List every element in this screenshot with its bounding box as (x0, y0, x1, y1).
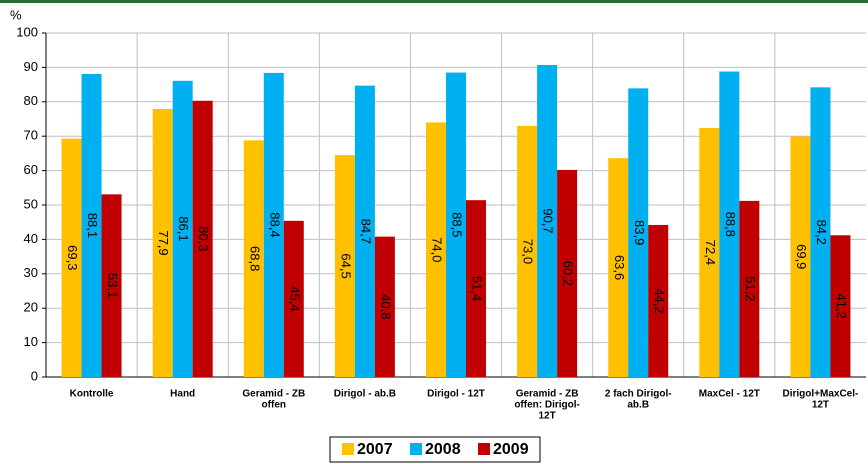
bar (810, 87, 831, 378)
y-tick-label: 70 (24, 128, 38, 143)
x-tick-label: Kontrolle (70, 389, 114, 400)
bar (283, 220, 304, 377)
legend (329, 436, 541, 463)
value-label: 44,2 (652, 288, 667, 313)
legend-swatch (342, 443, 354, 455)
bar (790, 136, 811, 377)
y-tick-label: 10 (24, 334, 38, 349)
x-tick-label: MaxCel - 12T (699, 389, 760, 400)
bar (628, 88, 649, 377)
value-label: 64,5 (338, 253, 353, 278)
top-border (0, 0, 868, 3)
y-tick-label: 60 (24, 162, 38, 177)
value-label: 63,6 (612, 255, 627, 280)
value-label: 84,7 (358, 219, 373, 244)
value-label: 88,5 (450, 212, 465, 237)
bar (101, 194, 122, 377)
value-label: 77,9 (156, 230, 171, 255)
value-label: 80,3 (196, 226, 211, 251)
value-label: 68,8 (247, 246, 262, 271)
legend-label: 2009 (493, 441, 529, 458)
bar (466, 200, 486, 377)
x-tick-label: 12T (812, 400, 829, 411)
y-tick-label: 0 (31, 368, 38, 383)
value-label: 74,0 (430, 237, 445, 262)
value-label: 88,1 (85, 213, 100, 238)
value-label: 83,9 (632, 220, 647, 245)
value-label: 86,1 (176, 216, 191, 241)
bar (426, 122, 446, 377)
bar (61, 138, 82, 377)
value-label: 51,2 (743, 276, 758, 301)
bar (537, 64, 558, 377)
x-tick-label: offen: Dirigol- (514, 400, 580, 411)
bar (719, 71, 740, 377)
value-label: 69,9 (794, 244, 809, 269)
value-label: 84,2 (814, 220, 829, 245)
x-tick-label: Geramid - ZB (242, 389, 305, 400)
bar (354, 85, 375, 377)
value-label: 69,3 (65, 245, 80, 270)
bar (243, 140, 264, 377)
x-tick-label: 2 fach Dirigol- (605, 389, 672, 400)
bar (830, 235, 851, 377)
y-tick-label: 50 (24, 196, 38, 211)
y-tick-label: 30 (24, 265, 38, 280)
x-tick-label: Dirigol+MaxCel- (783, 389, 859, 400)
bar (699, 127, 720, 377)
value-label: 51,4 (470, 276, 485, 301)
legend-label: 2008 (425, 441, 461, 458)
y-tick-label: 100 (16, 24, 38, 39)
x-tick-label: Hand (170, 389, 195, 400)
x-tick-label: ab.B (627, 400, 649, 411)
value-label: 53,1 (105, 273, 120, 298)
value-label: 40,8 (378, 294, 393, 319)
y-tick-label: 20 (24, 300, 38, 315)
bar (739, 200, 760, 377)
bar (172, 80, 193, 377)
bar (81, 73, 102, 377)
bar (608, 158, 629, 377)
legend-swatch (410, 443, 422, 455)
bar (334, 155, 355, 377)
value-label: 73,0 (521, 239, 536, 264)
value-label: 90,7 (541, 208, 556, 233)
y-axis-label: % (10, 7, 22, 22)
value-label: 45,4 (287, 286, 302, 311)
value-label: 41,2 (834, 293, 849, 318)
bar (152, 109, 173, 378)
value-label: 88,8 (723, 212, 738, 237)
bar (263, 72, 284, 378)
bar (557, 169, 578, 377)
x-tick-label: Geramid - ZB (516, 389, 579, 400)
bar (192, 100, 213, 377)
value-label: 72,4 (703, 240, 718, 265)
bar (517, 125, 538, 377)
x-tick-label: Dirigol - ab.B (334, 389, 396, 400)
bar (446, 72, 466, 377)
legend-label: 2007 (357, 441, 393, 458)
x-tick-label: offen (262, 400, 286, 411)
y-tick-label: 80 (24, 93, 38, 108)
x-tick-label: 12T (538, 411, 555, 422)
y-tick-label: 90 (24, 59, 38, 74)
bar (648, 224, 669, 377)
value-label: 88,4 (267, 212, 282, 237)
value-label: 60,2 (561, 261, 576, 286)
y-tick-label: 40 (24, 231, 38, 246)
x-tick-label: Dirigol - 12T (427, 389, 485, 400)
legend-swatch (478, 443, 490, 455)
bar (374, 236, 395, 377)
